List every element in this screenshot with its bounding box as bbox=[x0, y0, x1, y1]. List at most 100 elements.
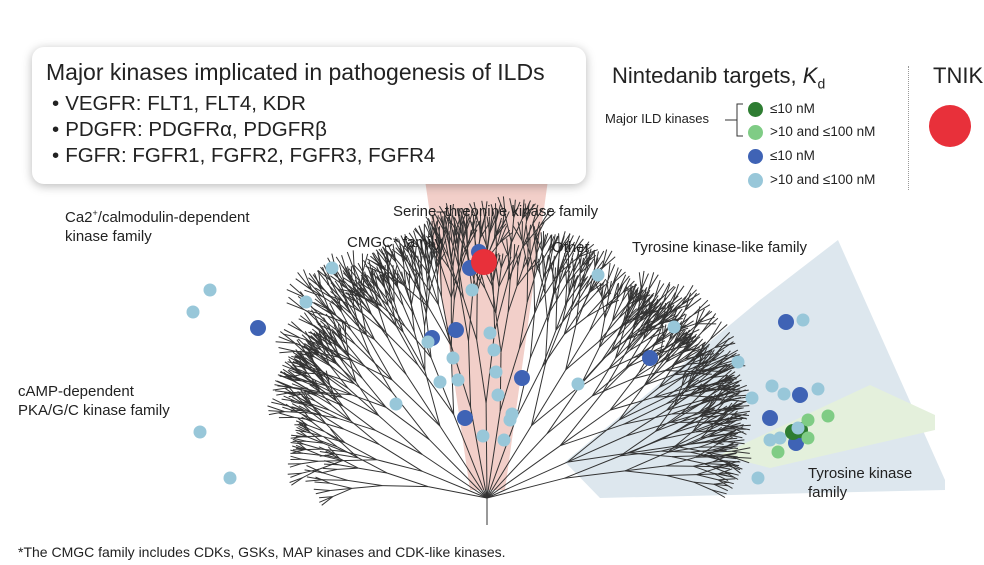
tree-branch bbox=[660, 285, 675, 300]
tree-branch bbox=[713, 417, 730, 424]
tree-branch bbox=[425, 216, 438, 234]
tree-branch bbox=[355, 344, 393, 381]
tree-branch bbox=[539, 209, 551, 226]
tree-branch bbox=[717, 377, 732, 390]
tree-branch bbox=[370, 255, 384, 268]
tree-branch bbox=[390, 303, 406, 327]
kinase-marker bbox=[821, 409, 835, 423]
tree-branch bbox=[389, 262, 403, 285]
tree-branch bbox=[308, 331, 324, 339]
tree-branch bbox=[405, 374, 441, 427]
tree-branch bbox=[625, 421, 671, 437]
tree-branch bbox=[375, 429, 423, 455]
tree-branch bbox=[439, 237, 443, 254]
tree-branch bbox=[723, 379, 742, 388]
kinase-marker bbox=[773, 431, 787, 445]
tree-branch bbox=[479, 212, 482, 231]
tree-branch bbox=[307, 428, 323, 437]
tree-branch bbox=[663, 303, 666, 320]
tree-branch bbox=[289, 477, 303, 483]
tree-branch bbox=[628, 289, 637, 304]
tree-branch bbox=[601, 249, 608, 269]
cmgc-footnote: *The CMGC family includes CDKs, GSKs, MA… bbox=[18, 544, 506, 560]
tree-branch bbox=[526, 204, 534, 222]
tree-branch bbox=[400, 235, 410, 253]
tree-branch bbox=[568, 252, 574, 270]
tree-branch bbox=[563, 253, 570, 270]
info-box-title: Major kinases implicated in pathogenesis… bbox=[46, 59, 545, 85]
tree-branch bbox=[363, 260, 373, 277]
tree-branch bbox=[337, 294, 352, 315]
tree-branch bbox=[601, 296, 606, 318]
tree-branch bbox=[621, 314, 640, 327]
tree-branch bbox=[606, 280, 610, 296]
tree-branch bbox=[647, 274, 659, 291]
tree-branch bbox=[673, 360, 691, 376]
tree-branch bbox=[317, 270, 330, 287]
tree-branch bbox=[593, 249, 596, 268]
tree-branch bbox=[509, 259, 515, 281]
tree-branch bbox=[408, 285, 412, 305]
tree-branch bbox=[402, 331, 426, 371]
tree-branch bbox=[486, 477, 565, 499]
tree-branch bbox=[346, 251, 355, 271]
tree-branch bbox=[448, 267, 464, 299]
tree-branch bbox=[663, 343, 681, 361]
tree-branch bbox=[541, 330, 557, 367]
tree-branch bbox=[715, 386, 731, 399]
tree-branch bbox=[666, 474, 697, 476]
tree-branch bbox=[674, 431, 705, 447]
tree-branch bbox=[295, 350, 320, 354]
tree-branch bbox=[396, 286, 415, 316]
tree-branch bbox=[318, 446, 336, 455]
tree-branch bbox=[579, 257, 585, 274]
tree-branch bbox=[413, 255, 423, 277]
tree-branch bbox=[294, 379, 309, 383]
tree-branch bbox=[283, 395, 296, 402]
tree-branch bbox=[719, 456, 737, 460]
kinase-marker bbox=[446, 351, 460, 365]
tree-branch bbox=[318, 354, 337, 364]
tree-branch bbox=[365, 291, 383, 307]
tree-branch bbox=[328, 332, 339, 344]
tree-branch bbox=[413, 331, 426, 371]
tree-branch bbox=[713, 383, 733, 388]
tree-branch bbox=[474, 272, 486, 289]
tree-branch bbox=[362, 364, 393, 393]
tree-branch bbox=[279, 331, 296, 344]
tree-branch bbox=[470, 407, 488, 499]
tree-branch bbox=[673, 388, 688, 407]
tree-branch bbox=[486, 445, 561, 499]
tree-branch bbox=[297, 391, 309, 401]
kinase-marker bbox=[465, 283, 479, 297]
tree-branch bbox=[727, 441, 745, 445]
tree-branch bbox=[490, 204, 497, 223]
tree-branch bbox=[624, 303, 637, 327]
tree-branch bbox=[436, 232, 449, 258]
tree-branch bbox=[311, 421, 325, 432]
tree-branch bbox=[684, 343, 700, 352]
tree-branch bbox=[422, 470, 488, 499]
tree-branch bbox=[500, 311, 509, 353]
tree-branch bbox=[557, 258, 565, 274]
tree-branch bbox=[419, 238, 424, 255]
tree-branch bbox=[275, 390, 291, 394]
tree-branch bbox=[689, 339, 711, 363]
tree-branch bbox=[619, 274, 627, 289]
tree-branch bbox=[547, 294, 555, 323]
tree-branch bbox=[314, 481, 330, 484]
tree-branch bbox=[320, 349, 337, 364]
tree-branch bbox=[711, 345, 723, 362]
tree-branch bbox=[666, 382, 698, 405]
tree-branch bbox=[548, 255, 554, 273]
kinase-marker bbox=[433, 375, 447, 389]
kinase-marker bbox=[203, 283, 217, 297]
tree-branch bbox=[513, 244, 516, 260]
tree-branch bbox=[307, 424, 325, 432]
tree-branch bbox=[692, 299, 709, 316]
tree-branch bbox=[434, 255, 438, 276]
kinase-marker bbox=[591, 268, 605, 282]
tree-branch bbox=[634, 289, 644, 304]
tree-branch bbox=[529, 254, 535, 278]
tree-branch bbox=[564, 470, 626, 479]
